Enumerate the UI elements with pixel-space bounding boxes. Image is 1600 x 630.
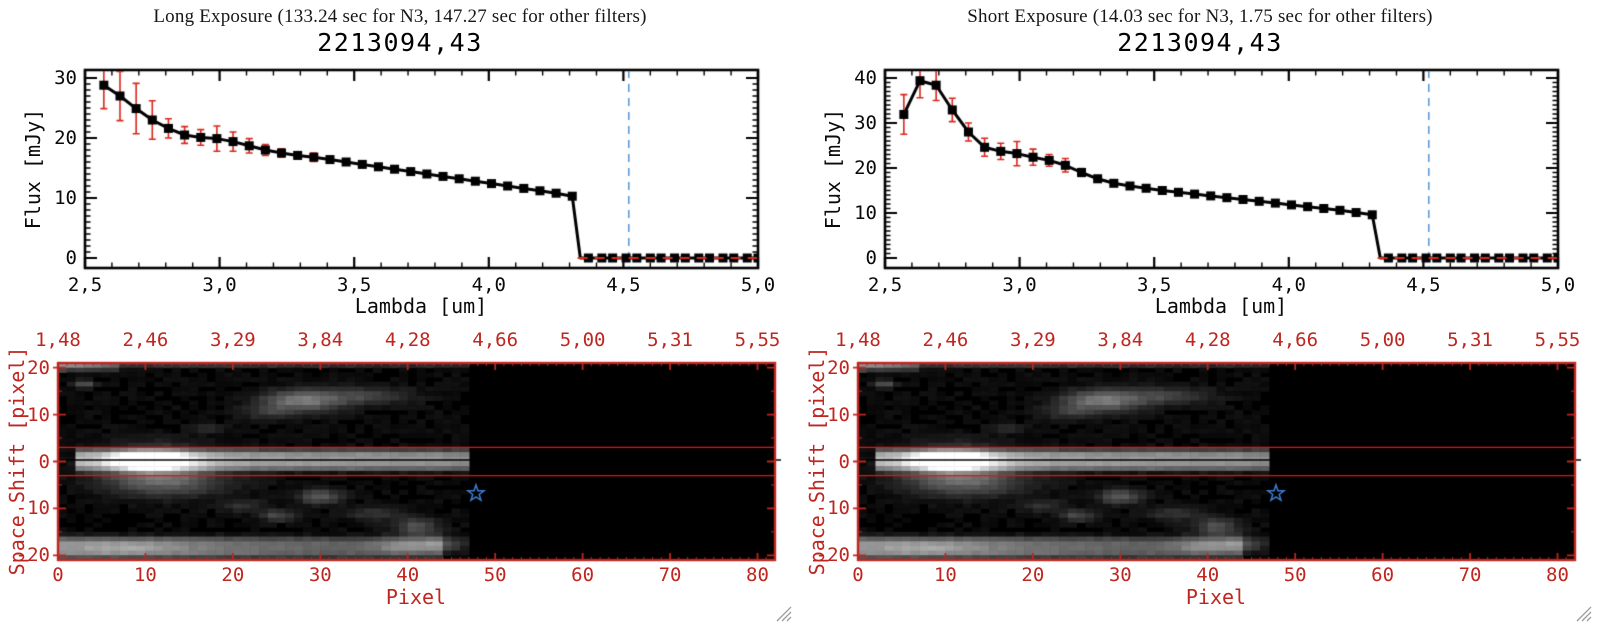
wavelength-tick-label: 3,29	[209, 329, 256, 351]
wavelength-tick-label: 2,46	[922, 329, 969, 351]
exposure-header: Short Exposure (14.03 sec for N3, 1.75 s…	[967, 6, 1433, 27]
detector-image-panel: 1,48 2,46 3,29 3,84 4,28 4,66 5,00 5,31 5,55 0 10…	[16, 329, 785, 586]
wavelength-tick-label: 5,00	[559, 329, 606, 351]
x-tick-label: 4,5	[606, 274, 641, 296]
wavelength-tick-label: 1,48	[35, 329, 81, 351]
pixel-tick-label: 50	[483, 564, 507, 586]
pixel-tick-label: 80	[746, 564, 769, 586]
wavelength-tick-label: 5,55	[734, 329, 781, 351]
pixel-tick-label: 10	[933, 564, 957, 586]
y-tick-label: 0	[65, 247, 77, 269]
pixel-tick-label: 70	[658, 564, 682, 586]
y-tick-label: 20	[54, 127, 77, 149]
pixel-tick-label: 60	[571, 564, 595, 586]
x-tick-label: 3,0	[1002, 274, 1037, 296]
spectrum-canvas	[879, 64, 1564, 274]
exposure-header: Long Exposure (133.24 sec for N3, 147.27…	[153, 6, 647, 27]
wavelength-tick-label: 5,31	[1447, 329, 1493, 351]
wavelength-tick-label: 1,48	[835, 329, 881, 351]
wavelength-tick-label: 4,28	[384, 329, 431, 351]
pixel-tick-label: 60	[1371, 564, 1395, 586]
pixel-tick-label: 40	[396, 564, 420, 586]
space-shift-tick-label: -10	[15, 497, 50, 520]
pixel-tick-label: 10	[133, 564, 157, 586]
x-tick-label: 3,0	[202, 274, 237, 296]
wavelength-tick-label: 3,84	[297, 329, 344, 351]
window-short-exposure: Short Exposure (14.03 sec for N3, 1.75 s…	[800, 0, 1600, 630]
x-tick-label: 4,0	[1271, 274, 1306, 296]
x-tick-label: 5,0	[740, 274, 776, 296]
object-id-title: 2213094,43	[1117, 28, 1283, 57]
lambda-axis-label: Lambda [um]	[354, 294, 488, 318]
object-id-title: 2213094,43	[317, 28, 483, 57]
pixel-tick-label: 70	[1458, 564, 1482, 586]
pixel-tick-label: 50	[1283, 564, 1307, 586]
pixel-axis-label: Pixel	[385, 585, 447, 609]
spectrum-canvas	[79, 64, 764, 274]
spectrum-plot: 2,5 3,0 3,5 4,0 4,5 5,0 0 10 20 30	[54, 64, 775, 296]
wavelength-tick-label: 5,00	[1359, 329, 1406, 351]
x-tick-label: 2,5	[867, 274, 903, 296]
wavelength-tick-label: 3,84	[1097, 329, 1144, 351]
lambda-axis-label: Lambda [um]	[1154, 294, 1288, 318]
y-tick-label: 30	[54, 67, 77, 89]
y-tick-label: 40	[854, 67, 877, 89]
x-tick-label: 4,5	[1406, 274, 1441, 296]
pixel-tick-label: 30	[1108, 564, 1132, 586]
wavelength-tick-label: 2,46	[122, 329, 169, 351]
x-tick-label: 2,5	[67, 274, 103, 296]
wavelength-tick-label: 5,31	[647, 329, 693, 351]
pixel-tick-label: 20	[221, 564, 245, 586]
space-shift-tick-label: 20	[27, 356, 50, 379]
pixel-tick-label: 40	[1196, 564, 1220, 586]
pixel-axis-label: Pixel	[1185, 585, 1247, 609]
pixel-tick-label: 0	[852, 564, 864, 586]
pixel-tick-label: 80	[1546, 564, 1569, 586]
detector-canvas	[48, 353, 785, 570]
x-tick-label: 5,0	[1540, 274, 1576, 296]
pixel-tick-label: 30	[308, 564, 332, 586]
space-shift-tick-label: 10	[27, 403, 50, 426]
x-tick-label: 4,0	[471, 274, 506, 296]
wavelength-tick-label: 4,66	[472, 329, 519, 351]
space-shift-tick-label: 10	[827, 403, 850, 426]
wavelength-tick-label: 3,29	[1009, 329, 1056, 351]
y-tick-label: 30	[854, 112, 877, 134]
y-tick-label: 10	[54, 187, 77, 209]
window-long-exposure: Long Exposure (133.24 sec for N3, 147.27…	[5, 6, 792, 622]
y-tick-label: 10	[854, 202, 877, 224]
detector-image-panel: 1,48 2,46 3,29 3,84 4,28 4,66 5,00 5,31 5,55 0 10…	[816, 329, 1585, 586]
space-shift-tick-label: -20	[15, 544, 50, 567]
resize-handle-icon[interactable]	[1576, 606, 1592, 622]
x-tick-label: 3,5	[1137, 274, 1172, 296]
space-shift-tick-label: 20	[827, 356, 850, 379]
wavelength-tick-label: 5,55	[1534, 329, 1581, 351]
y-tick-label: 0	[865, 247, 877, 269]
space-shift-tick-label: 0	[838, 450, 850, 473]
wavelength-tick-label: 4,66	[1272, 329, 1319, 351]
space-shift-tick-label: -20	[815, 544, 850, 567]
x-tick-label: 3,5	[337, 274, 372, 296]
pixel-tick-label: 20	[1021, 564, 1045, 586]
pixel-tick-label: 0	[52, 564, 64, 586]
detector-canvas	[848, 353, 1585, 570]
wavelength-tick-label: 4,28	[1184, 329, 1231, 351]
space-shift-tick-label: -10	[815, 497, 850, 520]
space-shift-tick-label: 0	[38, 450, 50, 473]
y-tick-label: 20	[854, 157, 877, 179]
resize-handle-icon[interactable]	[776, 606, 792, 622]
spectrum-plot: 2,5 3,0 3,5 4,0 4,5 5,0 0 10 20 30 40	[854, 64, 1575, 296]
